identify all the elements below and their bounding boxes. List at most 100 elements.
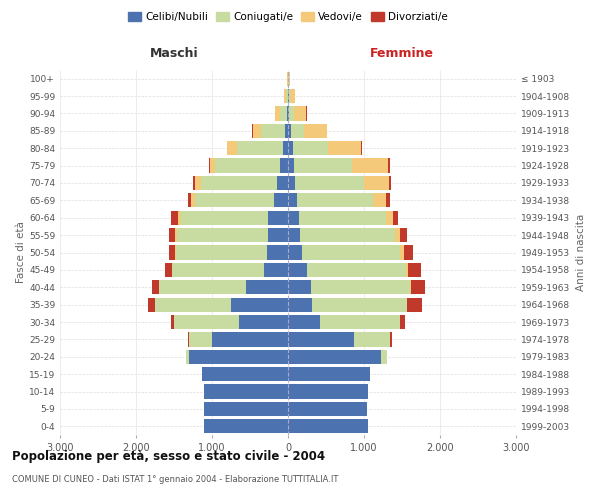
Bar: [175, 246, 176, 260]
Bar: [295, 176, 364, 190]
Bar: [288, 350, 382, 364]
Text: Femmine: Femmine: [370, 46, 434, 60]
Bar: [313, 298, 407, 312]
Bar: [288, 89, 289, 103]
Bar: [354, 332, 390, 346]
Bar: [386, 210, 393, 225]
Bar: [215, 158, 280, 172]
Bar: [288, 106, 289, 120]
Bar: [177, 228, 268, 242]
Bar: [253, 124, 261, 138]
Bar: [263, 263, 288, 277]
Bar: [288, 246, 302, 260]
Bar: [159, 280, 246, 294]
Bar: [288, 384, 368, 398]
Bar: [193, 176, 195, 190]
Bar: [280, 158, 288, 172]
Bar: [288, 315, 320, 329]
Bar: [307, 263, 406, 277]
Bar: [176, 246, 268, 260]
Bar: [172, 210, 178, 225]
Bar: [361, 141, 362, 156]
Bar: [205, 402, 288, 416]
Bar: [178, 210, 181, 225]
Bar: [386, 193, 390, 208]
Bar: [246, 280, 288, 294]
Bar: [169, 246, 175, 260]
Bar: [186, 350, 189, 364]
Bar: [400, 315, 405, 329]
Bar: [293, 141, 328, 156]
Bar: [288, 141, 293, 156]
Bar: [268, 246, 288, 260]
Bar: [195, 176, 200, 190]
Bar: [299, 210, 386, 225]
Bar: [286, 89, 287, 103]
Bar: [261, 124, 286, 138]
Bar: [410, 280, 411, 294]
Bar: [294, 106, 307, 120]
Bar: [181, 210, 268, 225]
Bar: [288, 298, 313, 312]
Bar: [364, 176, 389, 190]
Bar: [202, 367, 288, 382]
Bar: [311, 280, 410, 294]
Bar: [165, 263, 172, 277]
Bar: [404, 246, 413, 260]
Bar: [287, 106, 288, 120]
Bar: [389, 176, 391, 190]
Bar: [289, 89, 290, 103]
Bar: [286, 124, 288, 138]
Bar: [274, 193, 288, 208]
Bar: [169, 228, 175, 242]
Bar: [288, 193, 297, 208]
Bar: [302, 246, 400, 260]
Bar: [283, 141, 288, 156]
Bar: [210, 158, 215, 172]
Bar: [400, 246, 404, 260]
Bar: [288, 419, 368, 434]
Bar: [390, 332, 392, 346]
Bar: [382, 350, 387, 364]
Bar: [288, 332, 354, 346]
Bar: [288, 228, 300, 242]
Bar: [174, 315, 239, 329]
Legend: Celibi/Nubili, Coniugati/e, Vedovi/e, Divorziati/e: Celibi/Nubili, Coniugati/e, Vedovi/e, Di…: [124, 8, 452, 26]
Bar: [227, 141, 237, 156]
Bar: [152, 280, 159, 294]
Bar: [239, 315, 288, 329]
Bar: [294, 158, 352, 172]
Bar: [205, 419, 288, 434]
Bar: [408, 263, 421, 277]
Bar: [289, 72, 290, 86]
Bar: [155, 298, 231, 312]
Bar: [373, 193, 386, 208]
Bar: [406, 263, 408, 277]
Bar: [328, 141, 361, 156]
Bar: [275, 106, 280, 120]
Bar: [288, 402, 367, 416]
Text: Popolazione per età, sesso e stato civile - 2004: Popolazione per età, sesso e stato civil…: [12, 450, 325, 463]
Bar: [277, 176, 288, 190]
Bar: [297, 193, 373, 208]
Bar: [231, 298, 288, 312]
Bar: [400, 228, 407, 242]
Bar: [205, 384, 288, 398]
Bar: [300, 228, 395, 242]
Bar: [188, 193, 191, 208]
Bar: [288, 124, 290, 138]
Bar: [175, 228, 177, 242]
Bar: [411, 280, 425, 294]
Bar: [290, 124, 304, 138]
Bar: [280, 106, 287, 120]
Bar: [172, 263, 263, 277]
Bar: [304, 124, 327, 138]
Bar: [284, 89, 286, 103]
Bar: [171, 315, 174, 329]
Bar: [288, 176, 295, 190]
Bar: [290, 89, 295, 103]
Bar: [289, 106, 294, 120]
Bar: [407, 298, 422, 312]
Bar: [189, 350, 288, 364]
Bar: [288, 280, 311, 294]
